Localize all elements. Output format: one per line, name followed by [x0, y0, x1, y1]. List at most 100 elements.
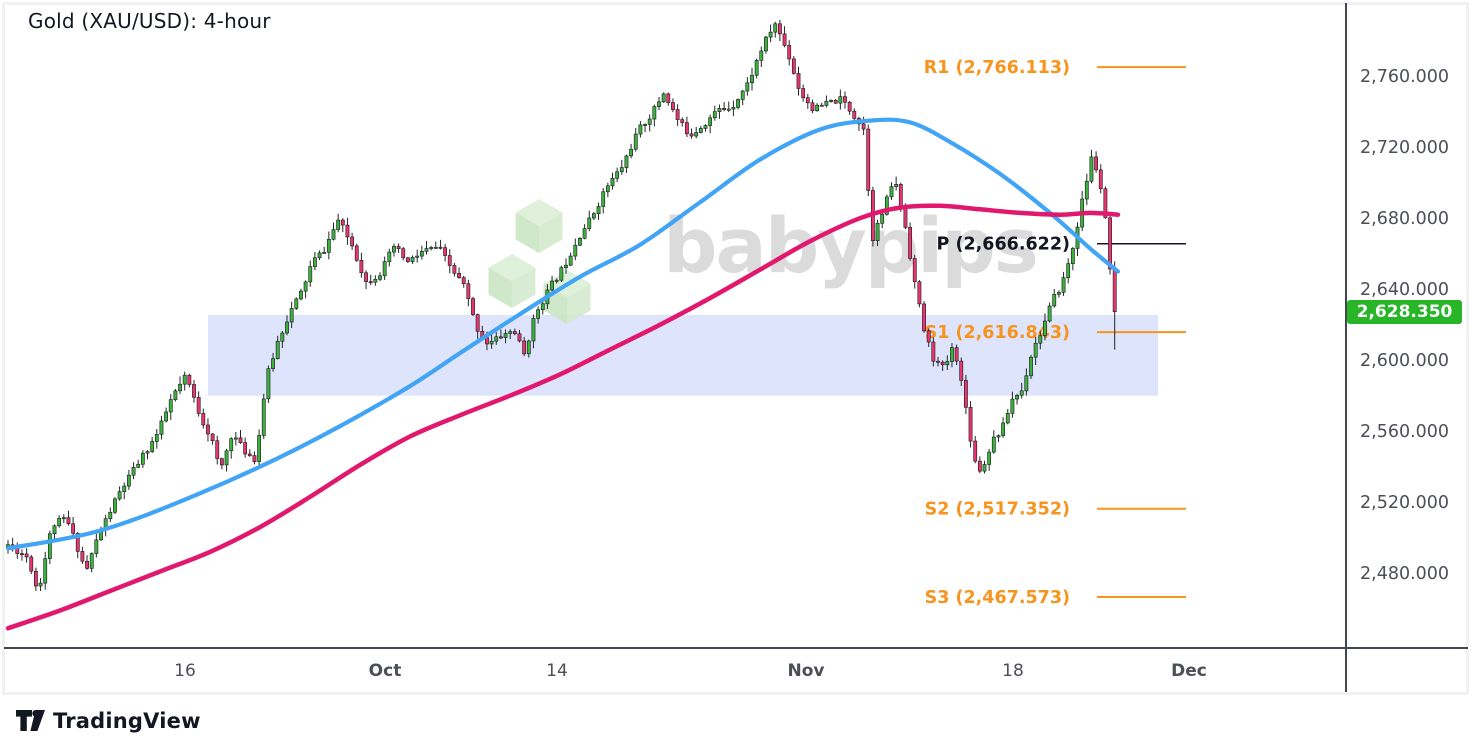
candle-down: [80, 551, 85, 562]
time-label-18: 18: [1002, 661, 1024, 681]
candle-up: [661, 93, 666, 103]
candle-up: [629, 148, 634, 157]
candle-up: [698, 128, 703, 133]
candle-down: [210, 433, 215, 442]
price-tick: 2,480.000: [1360, 564, 1450, 584]
candle-up: [261, 398, 266, 436]
pivot-label-s2: S2 (2,517.352): [925, 500, 1070, 520]
candle-down: [29, 556, 34, 572]
candle-down: [247, 453, 252, 456]
candle-up: [1005, 413, 1010, 424]
candle-up: [550, 280, 554, 291]
candle-up: [47, 533, 52, 559]
candle-down: [75, 533, 80, 552]
candle-down: [461, 277, 466, 285]
candle-up: [150, 441, 155, 452]
candle-up: [536, 309, 541, 319]
time-label-oct: Oct: [368, 661, 402, 681]
candle-up: [610, 178, 615, 187]
price-axis-line-lower: [1345, 648, 1347, 692]
candle-up: [57, 517, 62, 527]
babypips-watermark: babypips: [488, 199, 1039, 324]
candle-up: [257, 435, 262, 462]
candle-down: [722, 108, 727, 110]
candle-down: [940, 361, 945, 366]
candle-up: [945, 361, 950, 366]
candle-up: [740, 90, 745, 100]
candle-down: [936, 360, 940, 363]
candle-down: [443, 247, 448, 256]
candle-up: [224, 450, 229, 466]
candle-up: [726, 108, 731, 111]
candle-up: [745, 82, 750, 92]
candle-up: [1084, 180, 1089, 200]
candle-up: [61, 517, 66, 520]
candle-down: [810, 102, 815, 112]
candle-up: [638, 124, 643, 135]
candle-down: [777, 23, 782, 35]
candle-up: [889, 186, 894, 198]
candle-down: [796, 73, 801, 89]
candle-down: [666, 93, 671, 103]
tradingview-mark-icon: [16, 710, 45, 731]
candle-up: [89, 553, 94, 569]
candle-up: [433, 246, 438, 249]
candle-up: [712, 111, 717, 119]
candle-up: [815, 104, 820, 112]
candle-up: [387, 251, 392, 262]
candle-up: [875, 222, 880, 241]
candle-up: [43, 558, 48, 584]
candle-up: [596, 206, 601, 214]
candle-up: [326, 238, 331, 253]
candle-down: [973, 440, 978, 462]
candle-up: [122, 485, 127, 492]
candle-up: [1024, 375, 1029, 392]
candle-up: [419, 251, 424, 257]
tradingview-logo[interactable]: TradingView: [15, 709, 201, 733]
candle-up: [991, 436, 996, 453]
candle-up: [280, 332, 285, 342]
candle-up: [591, 213, 596, 219]
candle-up: [647, 118, 652, 125]
candle-up: [559, 267, 564, 281]
cube-icon: [515, 212, 539, 253]
price-tick: 2,680.000: [1360, 209, 1450, 229]
candle-up: [140, 452, 145, 465]
candle-down: [908, 227, 913, 259]
candle-down: [1108, 217, 1112, 270]
candle-down: [861, 123, 866, 130]
candle-up: [1089, 156, 1094, 182]
candle-down: [968, 407, 973, 442]
candle-down: [847, 101, 852, 112]
candle-down: [922, 303, 926, 332]
candle-up: [108, 511, 113, 519]
candle-up: [308, 266, 313, 283]
candle-up: [694, 132, 699, 137]
candle-down: [220, 458, 224, 466]
candle-up: [1029, 356, 1033, 377]
candle-up: [164, 411, 169, 422]
cube-icon: [488, 267, 512, 308]
candle-up: [880, 213, 885, 224]
candle-down: [354, 245, 359, 261]
candle-down: [20, 553, 24, 556]
candle-down: [512, 331, 517, 335]
candle-up: [615, 171, 620, 179]
candle-down: [903, 205, 908, 228]
candle-up: [643, 124, 647, 126]
ma-fast-line: [5, 117, 1121, 551]
price-tick: 2,560.000: [1360, 422, 1450, 442]
candle-up: [410, 257, 415, 262]
candle-up: [113, 498, 117, 513]
candle-down: [71, 523, 76, 534]
candle-up: [233, 437, 238, 440]
candle-down: [33, 570, 38, 587]
candle-up: [950, 347, 954, 362]
plot-area[interactable]: babypips R1 (2,766.113) P (2,666.622) S1 (2…: [5, 20, 1186, 631]
candle-down: [215, 440, 220, 459]
candle-up: [312, 257, 317, 267]
candle-down: [471, 298, 475, 315]
candle-down: [196, 397, 201, 414]
candle-down: [680, 119, 685, 123]
